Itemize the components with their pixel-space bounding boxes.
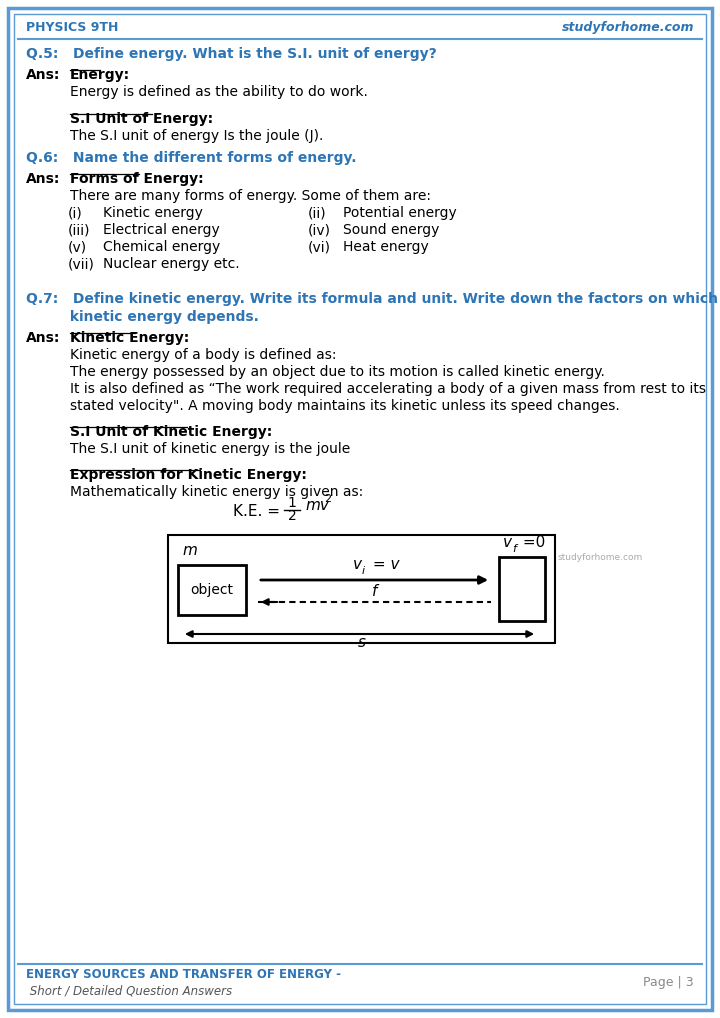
Text: Kinetic energy: Kinetic energy <box>103 206 203 220</box>
Text: Electrical energy: Electrical energy <box>103 223 220 237</box>
Text: Mathematically kinetic energy is given as:: Mathematically kinetic energy is given a… <box>70 485 364 499</box>
Text: (iii): (iii) <box>68 223 91 237</box>
Text: Ans:: Ans: <box>26 172 60 186</box>
Text: The S.I unit of energy Is the joule (J).: The S.I unit of energy Is the joule (J). <box>70 129 323 143</box>
Text: Sound energy: Sound energy <box>343 223 439 237</box>
Bar <box>178 565 246 615</box>
Text: Energy:: Energy: <box>70 68 130 82</box>
Text: It is also defined as “The work required accelerating a body of a given mass fro: It is also defined as “The work required… <box>70 382 706 396</box>
Text: The energy possessed by an object due to its motion is called kinetic energy.: The energy possessed by an object due to… <box>70 365 605 379</box>
Text: 2: 2 <box>287 509 297 523</box>
Text: m: m <box>182 543 197 558</box>
Text: S.I Unit of Kinetic Energy:: S.I Unit of Kinetic Energy: <box>70 425 272 439</box>
Text: Q.7:   Define kinetic energy. Write its formula and unit. Write down the factors: Q.7: Define kinetic energy. Write its fo… <box>26 292 718 306</box>
Text: Potential energy: Potential energy <box>343 206 456 220</box>
Text: (vi): (vi) <box>308 240 331 254</box>
Text: (v): (v) <box>68 240 87 254</box>
Text: PHYSICS 9TH: PHYSICS 9TH <box>26 21 118 34</box>
Text: (vii): (vii) <box>68 257 95 271</box>
Text: Q.6:   Name the different forms of energy.: Q.6: Name the different forms of energy. <box>26 151 356 165</box>
Text: mv: mv <box>305 498 329 512</box>
Text: f: f <box>372 584 377 599</box>
Text: object: object <box>191 583 233 597</box>
Text: (i): (i) <box>68 206 83 220</box>
Text: Short / Detailed Question Answers: Short / Detailed Question Answers <box>26 984 232 997</box>
Text: 1: 1 <box>287 496 297 510</box>
Text: Energy is defined as the ability to do work.: Energy is defined as the ability to do w… <box>70 84 368 99</box>
Text: Ans:: Ans: <box>26 68 60 82</box>
Text: s: s <box>358 635 366 651</box>
Text: kinetic energy depends.: kinetic energy depends. <box>26 310 259 324</box>
Text: studyforhome.com: studyforhome.com <box>562 21 694 34</box>
Text: K.E. =: K.E. = <box>233 504 285 518</box>
Text: (iv): (iv) <box>308 223 331 237</box>
Text: S.I Unit of Energy:: S.I Unit of Energy: <box>70 112 213 126</box>
Text: (ii): (ii) <box>308 206 327 220</box>
Text: Kinetic Energy:: Kinetic Energy: <box>70 331 189 345</box>
Text: v: v <box>503 535 512 550</box>
Text: f: f <box>512 544 516 554</box>
Text: = v: = v <box>367 557 399 572</box>
Text: Q.5:   Define energy. What is the S.I. unit of energy?: Q.5: Define energy. What is the S.I. uni… <box>26 47 437 61</box>
Bar <box>168 535 555 643</box>
Text: 2: 2 <box>324 494 331 504</box>
Text: Chemical energy: Chemical energy <box>103 240 220 254</box>
Text: v: v <box>353 557 361 572</box>
Text: There are many forms of energy. Some of them are:: There are many forms of energy. Some of … <box>70 189 431 203</box>
Text: studyforhome.com: studyforhome.com <box>558 553 643 562</box>
Text: The S.I unit of kinetic energy is the joule: The S.I unit of kinetic energy is the jo… <box>70 442 350 456</box>
Text: Expression for Kinetic Energy:: Expression for Kinetic Energy: <box>70 468 307 482</box>
Text: i: i <box>361 566 364 576</box>
Text: Page | 3: Page | 3 <box>644 976 694 989</box>
Text: Ans:: Ans: <box>26 331 60 345</box>
Text: stated velocity". A moving body maintains its kinetic unless its speed changes.: stated velocity". A moving body maintain… <box>70 399 620 413</box>
Text: Nuclear energy etc.: Nuclear energy etc. <box>103 257 240 271</box>
Text: Kinetic energy of a body is defined as:: Kinetic energy of a body is defined as: <box>70 348 336 362</box>
Text: =0: =0 <box>518 535 545 550</box>
Text: ENERGY SOURCES AND TRANSFER OF ENERGY -: ENERGY SOURCES AND TRANSFER OF ENERGY - <box>26 968 341 981</box>
Bar <box>499 557 545 621</box>
Text: Forms of Energy:: Forms of Energy: <box>70 172 204 186</box>
Text: Heat energy: Heat energy <box>343 240 428 254</box>
